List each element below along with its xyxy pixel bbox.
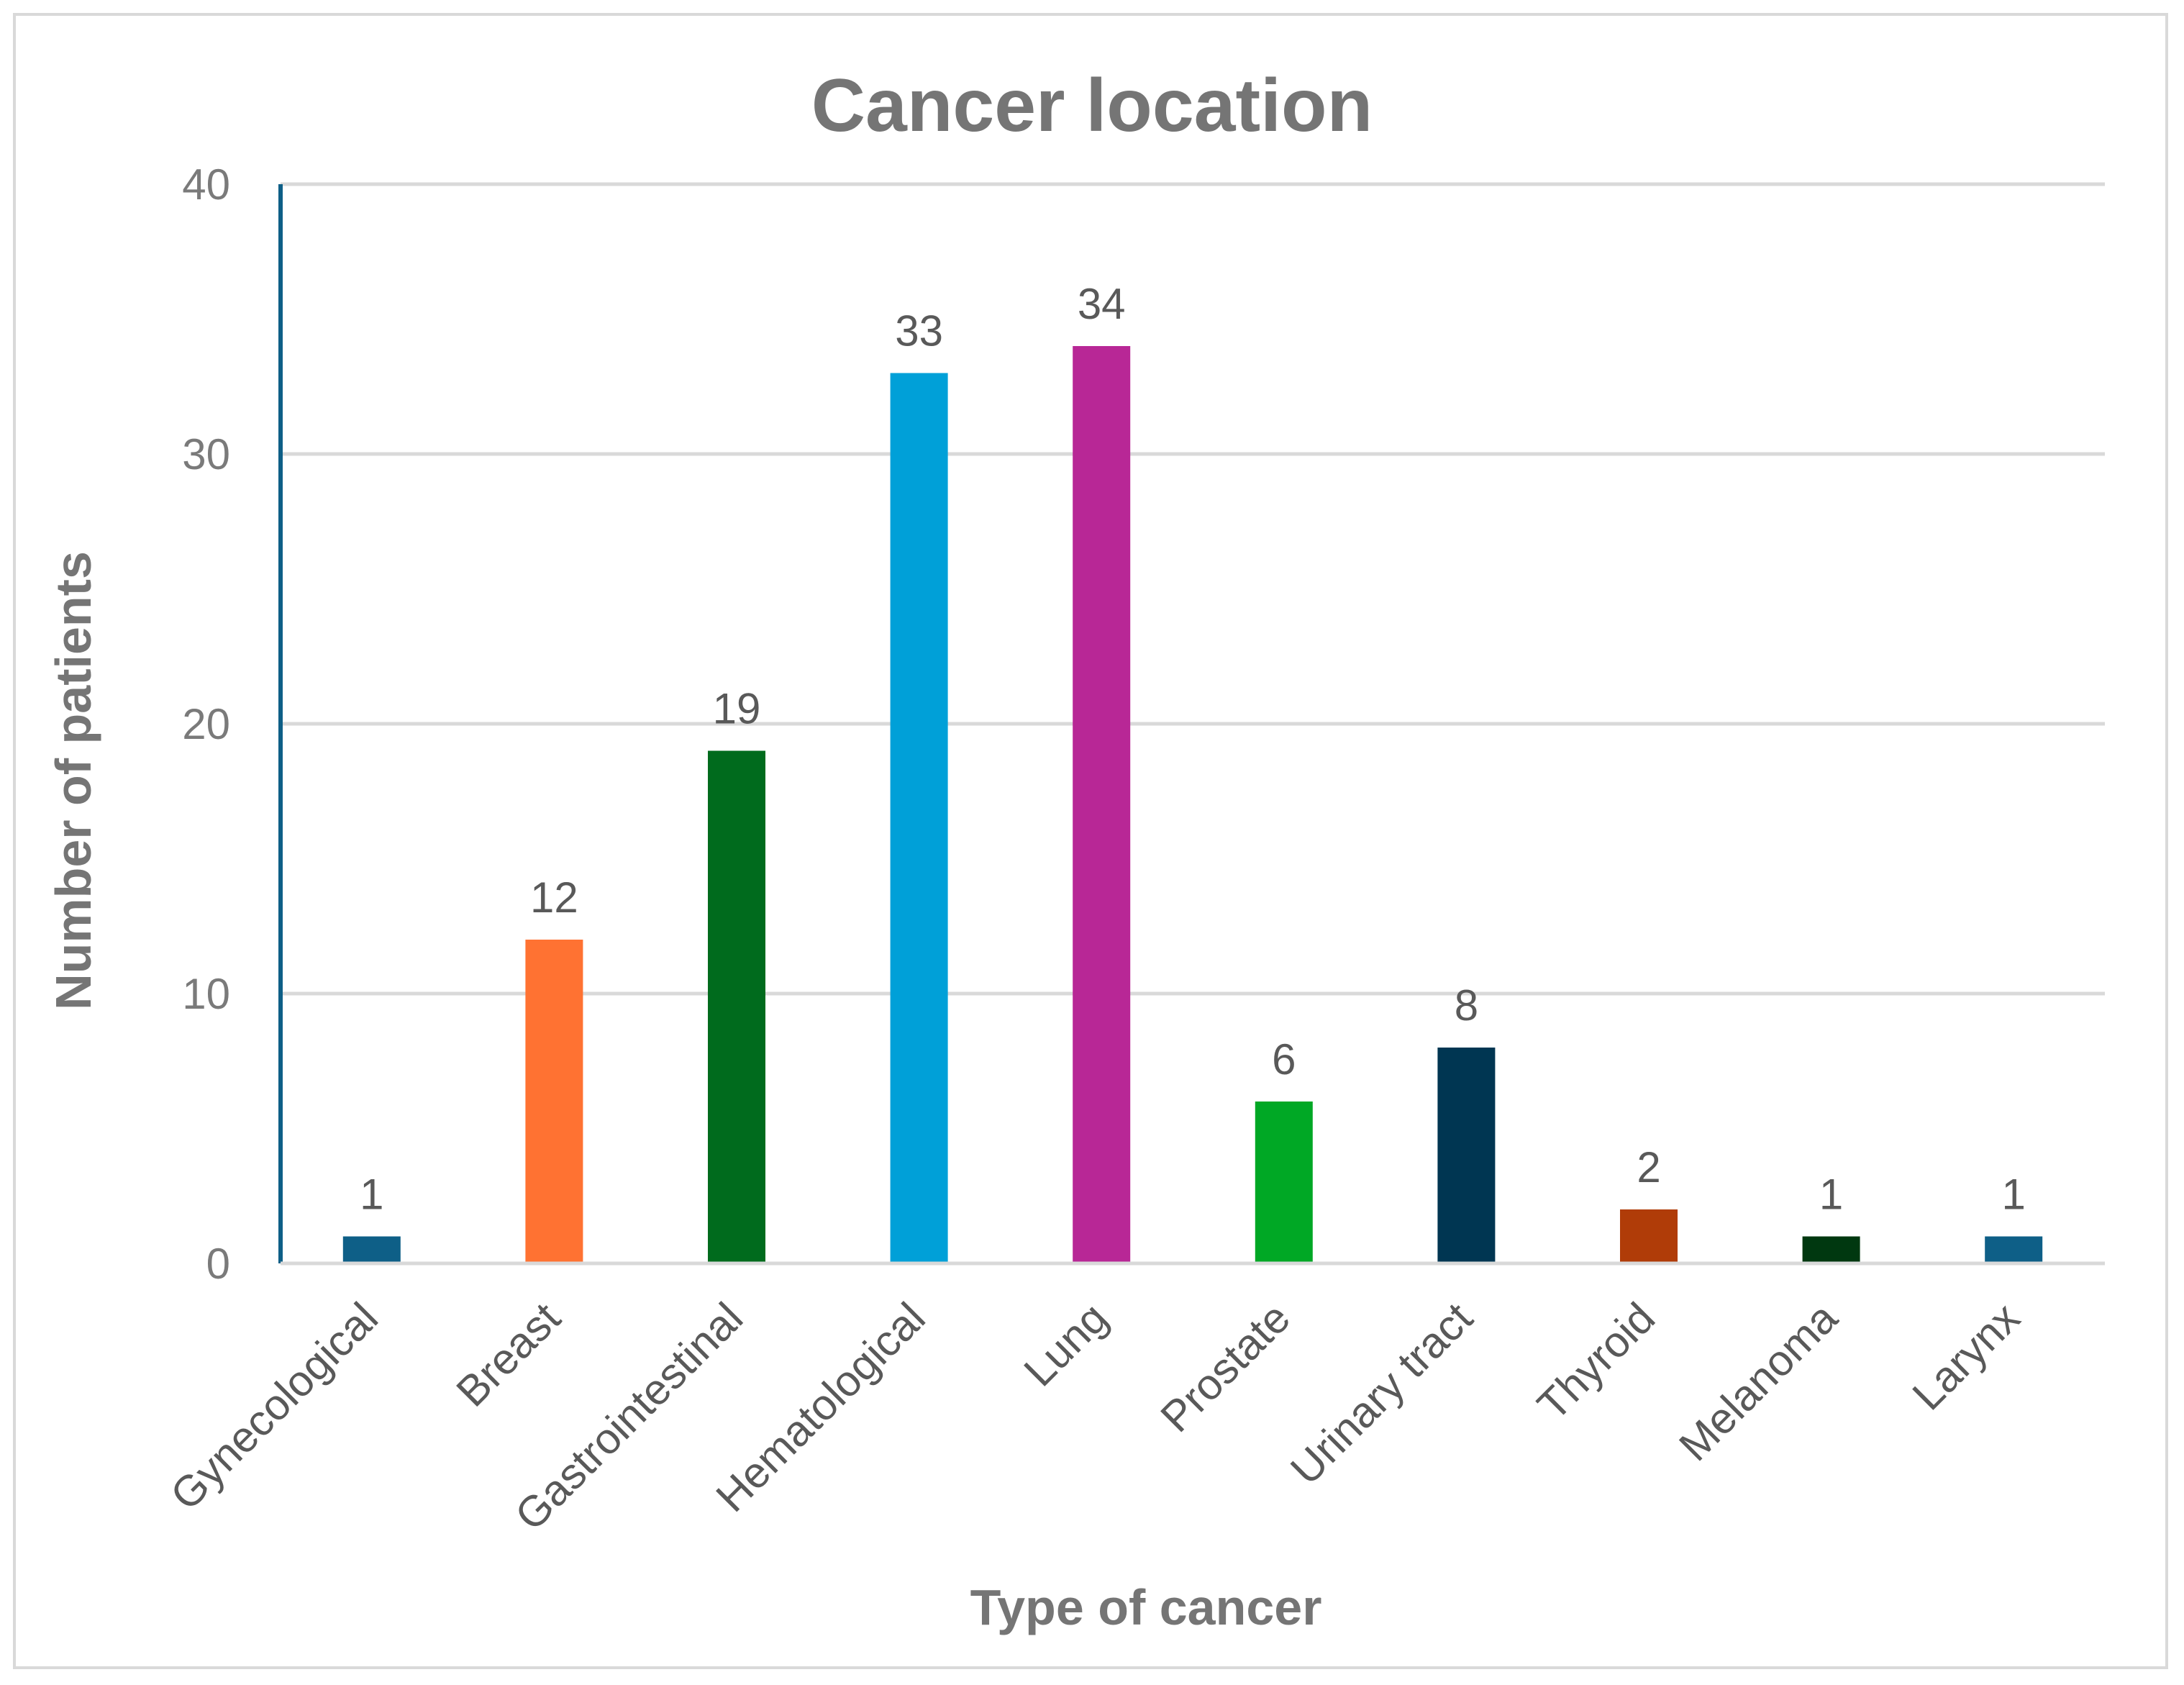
data-labels: 1 12 19 33 34 6 8 2 1 1 bbox=[360, 280, 2026, 1219]
bar-hematological bbox=[890, 373, 948, 1263]
y-tick-label: 30 bbox=[182, 430, 230, 478]
x-tick-label: Melanoma bbox=[1670, 1293, 1847, 1470]
x-tick-label: Urinary tract bbox=[1281, 1294, 1482, 1494]
x-axis-title: Type of cancer bbox=[970, 1579, 1322, 1635]
bar-lung bbox=[1073, 346, 1131, 1263]
bar-gynecological bbox=[342, 1236, 401, 1263]
y-tick-label: 40 bbox=[182, 160, 230, 209]
x-tick-label: Gynecological bbox=[161, 1294, 387, 1520]
x-tick-label: Thyroid bbox=[1528, 1294, 1664, 1430]
data-label: 34 bbox=[1078, 280, 1126, 328]
bar-melanoma bbox=[1802, 1236, 1860, 1263]
data-label: 12 bbox=[530, 873, 578, 922]
y-axis-ticks: 0 10 20 30 40 bbox=[182, 160, 230, 1288]
x-tick-label: Breast bbox=[447, 1294, 570, 1416]
bars bbox=[342, 346, 2043, 1263]
data-label: 8 bbox=[1455, 981, 1478, 1030]
axes bbox=[278, 184, 2105, 1266]
y-tick-label: 20 bbox=[182, 700, 230, 748]
x-tick-label: Prostate bbox=[1152, 1294, 1299, 1441]
x-axis-categories: Gynecological BreastGastrointestinalHemat… bbox=[161, 1293, 2029, 1540]
bar-thyroid bbox=[1620, 1209, 1678, 1263]
bar-urinary-tract bbox=[1437, 1048, 1496, 1263]
data-label: 1 bbox=[2002, 1171, 2026, 1219]
x-tick-label: Larynx bbox=[1903, 1294, 2029, 1420]
data-label: 19 bbox=[713, 685, 761, 733]
data-label: 33 bbox=[895, 307, 943, 355]
y-tick-label: 0 bbox=[206, 1240, 230, 1288]
y-tick-label: 10 bbox=[182, 970, 230, 1018]
x-tick-label: Lung bbox=[1015, 1294, 1117, 1396]
bar-prostate bbox=[1255, 1102, 1313, 1263]
y-axis-title: Number of patients bbox=[45, 551, 101, 1010]
bar-breast bbox=[525, 940, 583, 1263]
data-label: 6 bbox=[1272, 1035, 1296, 1084]
bar-gastrointestinal bbox=[708, 750, 765, 1263]
data-label: 2 bbox=[1637, 1143, 1660, 1191]
chart-title: Cancer location bbox=[811, 64, 1373, 147]
bar-larynx bbox=[1985, 1236, 2043, 1263]
data-label: 1 bbox=[360, 1171, 383, 1219]
data-label: 1 bbox=[1819, 1171, 1843, 1219]
